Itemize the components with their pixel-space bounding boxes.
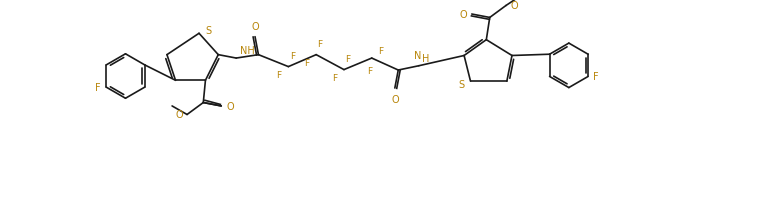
Text: F: F [379, 47, 383, 56]
Text: O: O [175, 110, 182, 120]
Text: O: O [459, 10, 467, 20]
Text: N: N [414, 51, 422, 60]
Text: O: O [391, 94, 399, 104]
Text: O: O [226, 101, 234, 111]
Text: NH: NH [240, 46, 255, 56]
Text: F: F [593, 72, 599, 82]
Text: O: O [511, 1, 518, 11]
Text: F: F [304, 59, 310, 67]
Text: S: S [206, 26, 212, 36]
Text: F: F [276, 70, 282, 79]
Text: F: F [290, 52, 295, 61]
Text: F: F [367, 66, 372, 75]
Text: F: F [317, 40, 323, 49]
Text: F: F [95, 83, 101, 93]
Text: F: F [345, 55, 350, 64]
Text: F: F [332, 73, 337, 82]
Text: H: H [422, 53, 430, 63]
Text: S: S [458, 80, 464, 90]
Text: O: O [251, 22, 259, 32]
